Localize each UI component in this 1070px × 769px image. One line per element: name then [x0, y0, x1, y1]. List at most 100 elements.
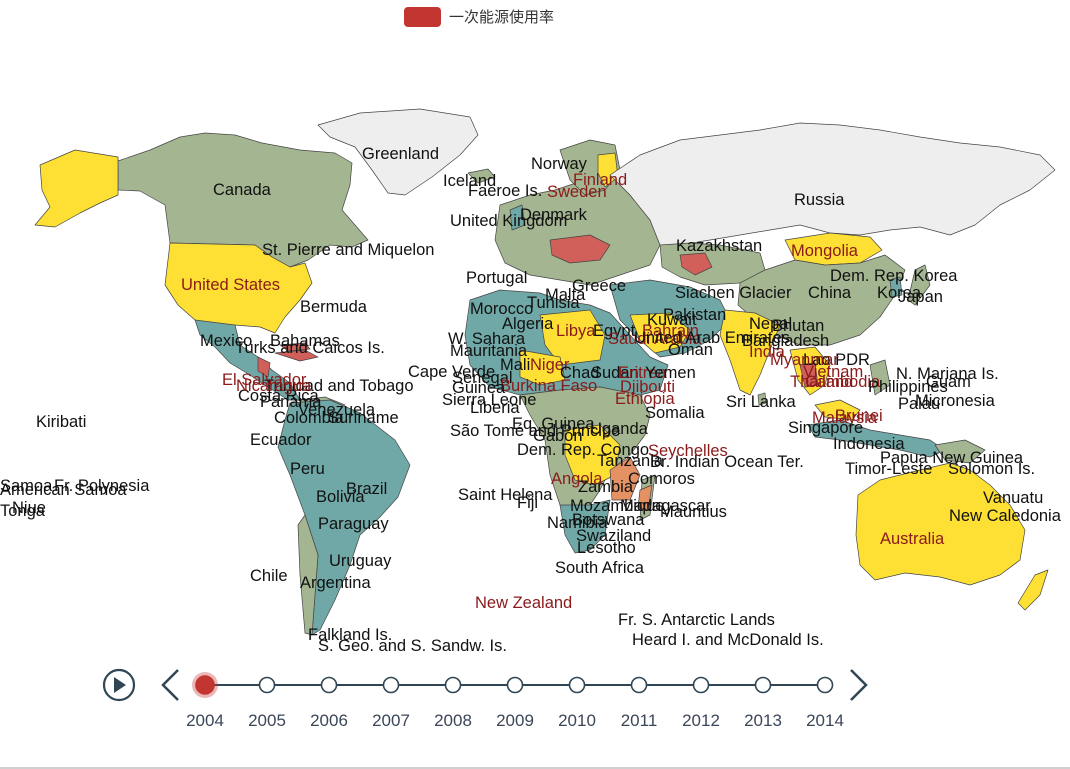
label-united-kingdom: United Kingdom: [450, 212, 567, 230]
label-greece: Greece: [572, 277, 626, 295]
timeline-point-2013[interactable]: [754, 676, 772, 694]
timeline-point-2011[interactable]: [630, 676, 648, 694]
region-saudi-arabia[interactable]: [629, 312, 691, 354]
region-canada[interactable]: [117, 132, 369, 268]
label-cape-verde: Cape Verde: [408, 363, 495, 381]
label-uruguay: Uruguay: [329, 552, 392, 570]
region-east-africa-orange[interactable]: [609, 456, 641, 501]
region-indonesia[interactable]: [807, 419, 946, 458]
label-kazakhstan: Kazakhstan: [676, 237, 762, 255]
label-sudan: Sudan: [591, 364, 639, 382]
region-india[interactable]: [719, 309, 781, 396]
timeline-point-2014[interactable]: [816, 676, 834, 694]
timeline-point-2010[interactable]: [568, 676, 586, 694]
region-central-asia-red[interactable]: [679, 252, 713, 276]
legend[interactable]: 一次能源使用率: [404, 6, 554, 27]
region-south-africa[interactable]: [559, 499, 611, 554]
label-seychelles: Seychelles: [648, 442, 728, 460]
label-falkland: Falkland Is.: [308, 626, 392, 644]
timeline-point-2004[interactable]: [195, 675, 215, 695]
timeline-year-2010[interactable]: 2010: [558, 711, 596, 730]
region-new-zealand[interactable]: [1017, 569, 1049, 611]
region-united-states[interactable]: [164, 242, 313, 334]
label-korea: Korea: [877, 284, 922, 302]
label-australia: Australia: [880, 530, 945, 548]
region-caribbean[interactable]: [274, 349, 319, 362]
label-russia: Russia: [794, 191, 845, 209]
label-tunisia: Tunisia: [527, 294, 580, 312]
label-egypt: Egypt: [593, 322, 636, 340]
label-nicaragua: Nicaragua: [236, 377, 312, 395]
next-button[interactable]: [850, 669, 868, 701]
region-madagascar-east[interactable]: [637, 484, 653, 511]
timeline[interactable]: 2004 2005 2006 2007 2008 2009 2010 2011 2012 2013…: [0, 660, 1070, 740]
region-russia[interactable]: [609, 122, 1056, 246]
region-greenland[interactable]: [317, 108, 479, 196]
timeline-year-2014[interactable]: 2014: [806, 711, 844, 730]
region-south-america[interactable]: [277, 399, 411, 636]
label-fr-s-antarctic: Fr. S. Antarctic Lands: [618, 611, 775, 629]
label-india: India: [749, 343, 786, 361]
label-angola: Angola: [551, 470, 603, 488]
timeline-year-2006[interactable]: 2006: [310, 711, 348, 730]
prev-button[interactable]: [161, 669, 179, 701]
region-mexico[interactable]: [194, 319, 301, 401]
legend-swatch[interactable]: [404, 6, 441, 27]
land-layer: [34, 108, 1056, 636]
region-alaska[interactable]: [34, 149, 119, 228]
region-iceland[interactable]: [467, 168, 496, 184]
play-button[interactable]: [102, 668, 136, 702]
timeline-point-2012[interactable]: [692, 676, 710, 694]
label-w-sahara: W. Sahara: [448, 330, 526, 348]
region-libya[interactable]: [539, 309, 606, 366]
timeline-point-2007[interactable]: [382, 676, 400, 694]
timeline-year-2012[interactable]: 2012: [682, 711, 720, 730]
timeline-year-2008[interactable]: 2008: [434, 711, 472, 730]
label-bahrain: Bahrain: [642, 322, 699, 340]
region-cuba[interactable]: [279, 342, 311, 352]
label-south-africa: South Africa: [555, 559, 645, 577]
timeline-year-2004[interactable]: 2004: [186, 711, 224, 730]
region-finland[interactable]: [597, 152, 619, 188]
label-thailand: Thailand: [790, 373, 853, 391]
timeline-year-2011[interactable]: 2011: [621, 711, 658, 730]
region-papua[interactable]: [934, 439, 986, 464]
timeline-year-2007[interactable]: 2007: [372, 711, 410, 730]
region-philippines[interactable]: [869, 359, 891, 396]
timeline-points[interactable]: 2004 2005 2006 2007 2008 2009 2010 2011 2012 2013…: [186, 672, 844, 730]
label-papua: Papua New Guinea: [880, 449, 1024, 467]
label-bolivia: Bolivia: [316, 488, 365, 506]
label-finland: Finland: [573, 171, 627, 189]
region-central-america-red[interactable]: [257, 356, 271, 378]
label-st-pierre: St. Pierre and Miquelon: [262, 241, 434, 259]
label-panama: Panama: [260, 393, 322, 411]
timeline-point-2009[interactable]: [506, 676, 524, 694]
region-niger-mali[interactable]: [519, 349, 566, 386]
timeline-point-2005[interactable]: [258, 676, 276, 694]
label-liberia: Liberia: [470, 399, 520, 417]
region-thailand-red[interactable]: [799, 362, 819, 388]
label-br-indian-ocean: Br. Indian Ocean Ter.: [650, 453, 804, 471]
region-chile[interactable]: [297, 514, 319, 636]
world-map[interactable]: Greenland Canada Iceland Faeroe Is. Norw…: [0, 95, 1070, 655]
region-uk[interactable]: [509, 204, 526, 231]
region-sri-lanka[interactable]: [757, 392, 767, 406]
label-venezuela: Venezuela: [298, 401, 376, 419]
timeline-point-2008[interactable]: [444, 676, 462, 694]
timeline-year-2005[interactable]: 2005: [248, 711, 286, 730]
region-southern-africa[interactable]: [564, 424, 621, 486]
label-brazil: Brazil: [346, 480, 387, 498]
timeline-point-2006[interactable]: [320, 676, 338, 694]
region-europe-red[interactable]: [549, 234, 611, 264]
region-malaysia[interactable]: [814, 399, 861, 421]
timeline-year-2013[interactable]: 2013: [744, 711, 782, 730]
region-australia[interactable]: [855, 462, 1026, 586]
label-solomon: Solomon Is.: [948, 460, 1035, 478]
region-europe[interactable]: [494, 174, 661, 286]
label-sri-lanka: Sri Lanka: [726, 393, 797, 411]
timeline-year-2009[interactable]: 2009: [496, 711, 534, 730]
label-namibia: Namibia: [547, 514, 608, 532]
region-japan[interactable]: [907, 264, 931, 306]
label-fiji: Fiji: [517, 494, 538, 512]
region-korea[interactable]: [889, 276, 903, 298]
